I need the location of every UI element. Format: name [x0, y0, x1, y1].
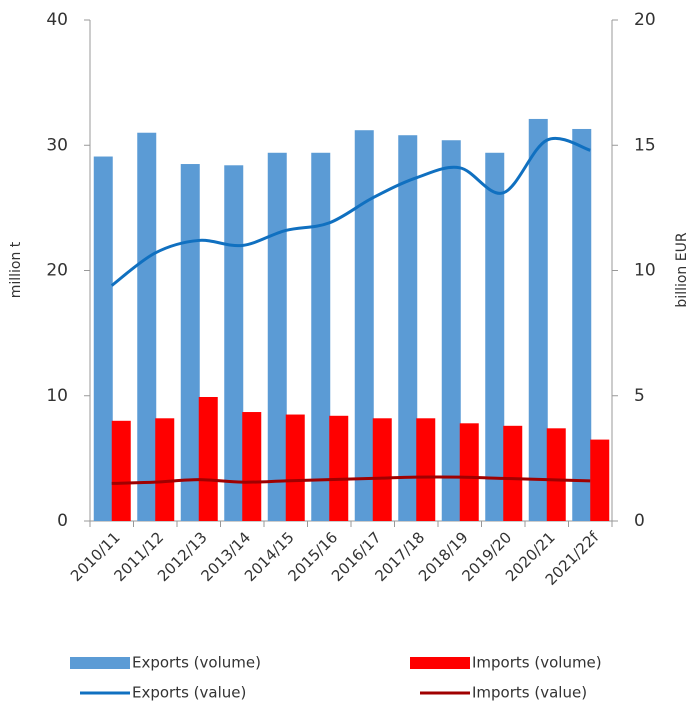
bar — [198, 397, 218, 521]
bar — [590, 439, 610, 521]
y2-tick-label: 15 — [634, 135, 656, 155]
bar — [267, 152, 287, 521]
bar — [459, 423, 479, 521]
bar — [329, 415, 349, 521]
bar — [93, 156, 113, 521]
bar — [528, 118, 548, 521]
bar — [546, 428, 566, 521]
y-tick-label: 10 — [46, 386, 68, 406]
legend-label: Imports (volume) — [472, 654, 602, 672]
bar — [224, 165, 244, 522]
bar — [285, 414, 305, 521]
y-tick-label: 0 — [57, 511, 68, 531]
y2-tick-label: 0 — [634, 511, 645, 531]
y2-tick-label: 5 — [634, 386, 645, 406]
bar — [111, 420, 131, 521]
legend-label: Imports (value) — [472, 684, 587, 702]
y-axis-title: million t — [8, 241, 24, 298]
bar — [572, 128, 592, 521]
legend-label: Exports (volume) — [132, 654, 261, 672]
y-tick-label: 20 — [46, 261, 68, 281]
bar — [354, 130, 374, 521]
legend-swatch — [410, 657, 470, 669]
bar — [485, 152, 505, 521]
bar — [503, 425, 523, 521]
line — [111, 475, 591, 485]
y2-axis-title: billion EUR — [674, 232, 690, 307]
bar — [155, 418, 175, 521]
bar — [311, 152, 331, 521]
legend-swatch — [70, 657, 130, 669]
bar — [416, 418, 436, 521]
y2-tick-label: 20 — [634, 10, 656, 30]
bar — [137, 132, 157, 521]
bar — [372, 418, 392, 521]
y2-tick-label: 10 — [634, 261, 656, 281]
bar — [398, 135, 418, 522]
bar — [180, 164, 200, 521]
bar — [242, 412, 262, 521]
y-tick-label: 40 — [46, 10, 68, 30]
y-tick-label: 30 — [46, 135, 68, 155]
legend-label: Exports (value) — [132, 684, 246, 702]
bar — [441, 140, 461, 522]
line — [110, 137, 591, 287]
